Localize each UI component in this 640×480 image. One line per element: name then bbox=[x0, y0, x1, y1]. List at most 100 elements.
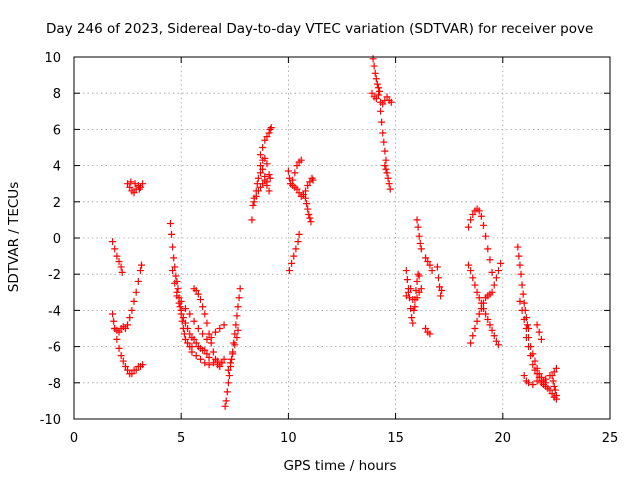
series-seg37 bbox=[533, 321, 545, 343]
data-point bbox=[115, 344, 123, 352]
data-point bbox=[436, 283, 444, 291]
data-point bbox=[304, 205, 312, 213]
data-point bbox=[290, 252, 298, 260]
data-point bbox=[527, 352, 535, 360]
data-point bbox=[169, 243, 177, 251]
data-point bbox=[297, 156, 305, 164]
series-seg23 bbox=[381, 162, 394, 193]
data-point bbox=[369, 55, 377, 63]
data-point bbox=[126, 314, 134, 322]
data-point bbox=[223, 388, 231, 396]
data-point bbox=[413, 277, 421, 285]
data-point bbox=[529, 361, 537, 369]
data-point bbox=[490, 332, 498, 340]
data-point bbox=[261, 136, 269, 144]
data-point bbox=[220, 321, 228, 329]
data-point bbox=[232, 321, 240, 329]
data-point bbox=[535, 328, 543, 336]
data-point bbox=[537, 379, 545, 387]
data-point bbox=[525, 379, 533, 387]
data-point bbox=[467, 216, 475, 224]
data-point bbox=[181, 319, 189, 327]
data-point bbox=[516, 297, 524, 305]
data-point bbox=[542, 375, 550, 383]
data-point bbox=[533, 370, 541, 378]
data-point bbox=[415, 232, 423, 240]
data-point bbox=[263, 160, 271, 168]
data-point bbox=[267, 124, 275, 132]
data-point bbox=[535, 373, 543, 381]
data-point bbox=[409, 319, 417, 327]
data-point bbox=[293, 162, 301, 170]
data-point bbox=[266, 174, 274, 182]
data-point bbox=[306, 214, 314, 222]
data-point bbox=[172, 272, 180, 280]
data-point bbox=[473, 288, 481, 296]
series-seg15 bbox=[257, 154, 271, 170]
series-seg7 bbox=[173, 288, 228, 343]
data-point bbox=[537, 335, 545, 343]
x-axis-label: GPS time / hours bbox=[283, 458, 396, 474]
data-point bbox=[130, 297, 138, 305]
data-point bbox=[471, 325, 479, 332]
data-point bbox=[368, 89, 376, 97]
data-point bbox=[192, 339, 200, 347]
y-tick-label: -6 bbox=[48, 341, 61, 356]
y-tick-label: 4 bbox=[53, 160, 61, 175]
data-point bbox=[469, 274, 477, 282]
data-point bbox=[166, 220, 174, 228]
data-point bbox=[109, 310, 117, 318]
data-point bbox=[124, 321, 132, 329]
data-point bbox=[113, 252, 121, 260]
data-point bbox=[113, 335, 121, 343]
data-point bbox=[372, 75, 380, 83]
data-point bbox=[477, 212, 485, 220]
data-point bbox=[404, 288, 412, 296]
data-point bbox=[205, 361, 213, 369]
data-point bbox=[413, 216, 421, 224]
data-point bbox=[288, 259, 296, 267]
data-point bbox=[216, 325, 224, 332]
data-point bbox=[371, 69, 379, 77]
series-seg21 bbox=[368, 89, 395, 108]
data-point bbox=[497, 259, 505, 267]
data-point bbox=[438, 286, 446, 294]
data-point bbox=[417, 245, 425, 253]
series-seg28 bbox=[422, 325, 434, 338]
data-point bbox=[250, 198, 258, 206]
data-point bbox=[261, 176, 269, 184]
data-point bbox=[109, 238, 117, 246]
data-point bbox=[257, 169, 265, 177]
data-point bbox=[130, 189, 138, 197]
data-point bbox=[111, 245, 119, 253]
data-point bbox=[224, 366, 232, 374]
data-point bbox=[170, 254, 178, 262]
data-point bbox=[205, 353, 213, 361]
data-point bbox=[516, 261, 524, 269]
data-point bbox=[138, 261, 146, 269]
data-point bbox=[482, 232, 490, 240]
data-point bbox=[495, 267, 503, 275]
data-point bbox=[169, 267, 177, 275]
data-point bbox=[299, 191, 307, 199]
data-point bbox=[469, 332, 477, 340]
data-point bbox=[233, 334, 241, 342]
data-point bbox=[475, 310, 483, 318]
data-point bbox=[233, 312, 241, 320]
data-point bbox=[428, 267, 436, 275]
data-point bbox=[181, 305, 189, 313]
data-point bbox=[265, 171, 273, 179]
data-point bbox=[214, 357, 222, 365]
data-point bbox=[136, 267, 144, 275]
data-point bbox=[186, 310, 194, 318]
data-point bbox=[229, 350, 237, 358]
data-point bbox=[254, 187, 262, 195]
data-point bbox=[518, 281, 526, 289]
data-point bbox=[518, 306, 526, 314]
data-point bbox=[227, 359, 235, 367]
series-seg26 bbox=[413, 216, 425, 253]
data-point bbox=[387, 98, 395, 106]
data-point bbox=[403, 276, 411, 284]
data-point bbox=[548, 390, 556, 398]
